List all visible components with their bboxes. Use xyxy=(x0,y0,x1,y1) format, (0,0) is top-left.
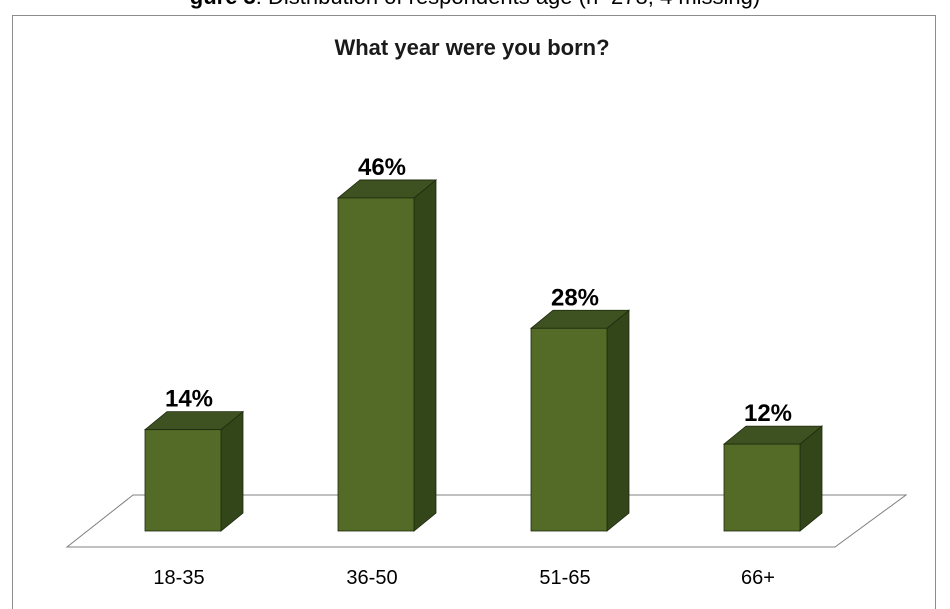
data-label-18-35: 14% xyxy=(165,386,213,413)
chart-floor-group xyxy=(65,494,908,548)
figure-caption-prefix: gure 3 xyxy=(190,0,256,9)
bar-18-35 xyxy=(144,429,222,532)
chart-floor xyxy=(65,494,908,548)
data-label-36-50: 46% xyxy=(358,154,406,181)
figure-caption-text: : Distribution of respondents age (n=278… xyxy=(256,0,760,9)
figure-caption: gure 3: Distribution of respondents age … xyxy=(0,0,950,10)
bar-side-36-50 xyxy=(413,179,437,532)
x-tick-label-51-65: 51-65 xyxy=(539,567,590,589)
bar-side-18-35 xyxy=(220,410,244,532)
labels-group: 14% 18-35 46% 36-50 28% 51-65 12% 66+ xyxy=(153,154,792,589)
chart-title: What year were you born? xyxy=(334,35,609,60)
data-label-66+: 12% xyxy=(744,400,792,427)
bar-66+ xyxy=(723,443,801,532)
bar-51-65 xyxy=(530,327,608,532)
x-tick-label-36-50: 36-50 xyxy=(346,567,397,589)
bar-36-50 xyxy=(337,197,415,532)
x-tick-label-18-35: 18-35 xyxy=(153,567,204,589)
data-label-51-65: 28% xyxy=(551,284,599,311)
bar-side-51-65 xyxy=(606,309,630,532)
x-tick-label-66+: 66+ xyxy=(741,567,775,589)
bars-group xyxy=(143,179,824,532)
